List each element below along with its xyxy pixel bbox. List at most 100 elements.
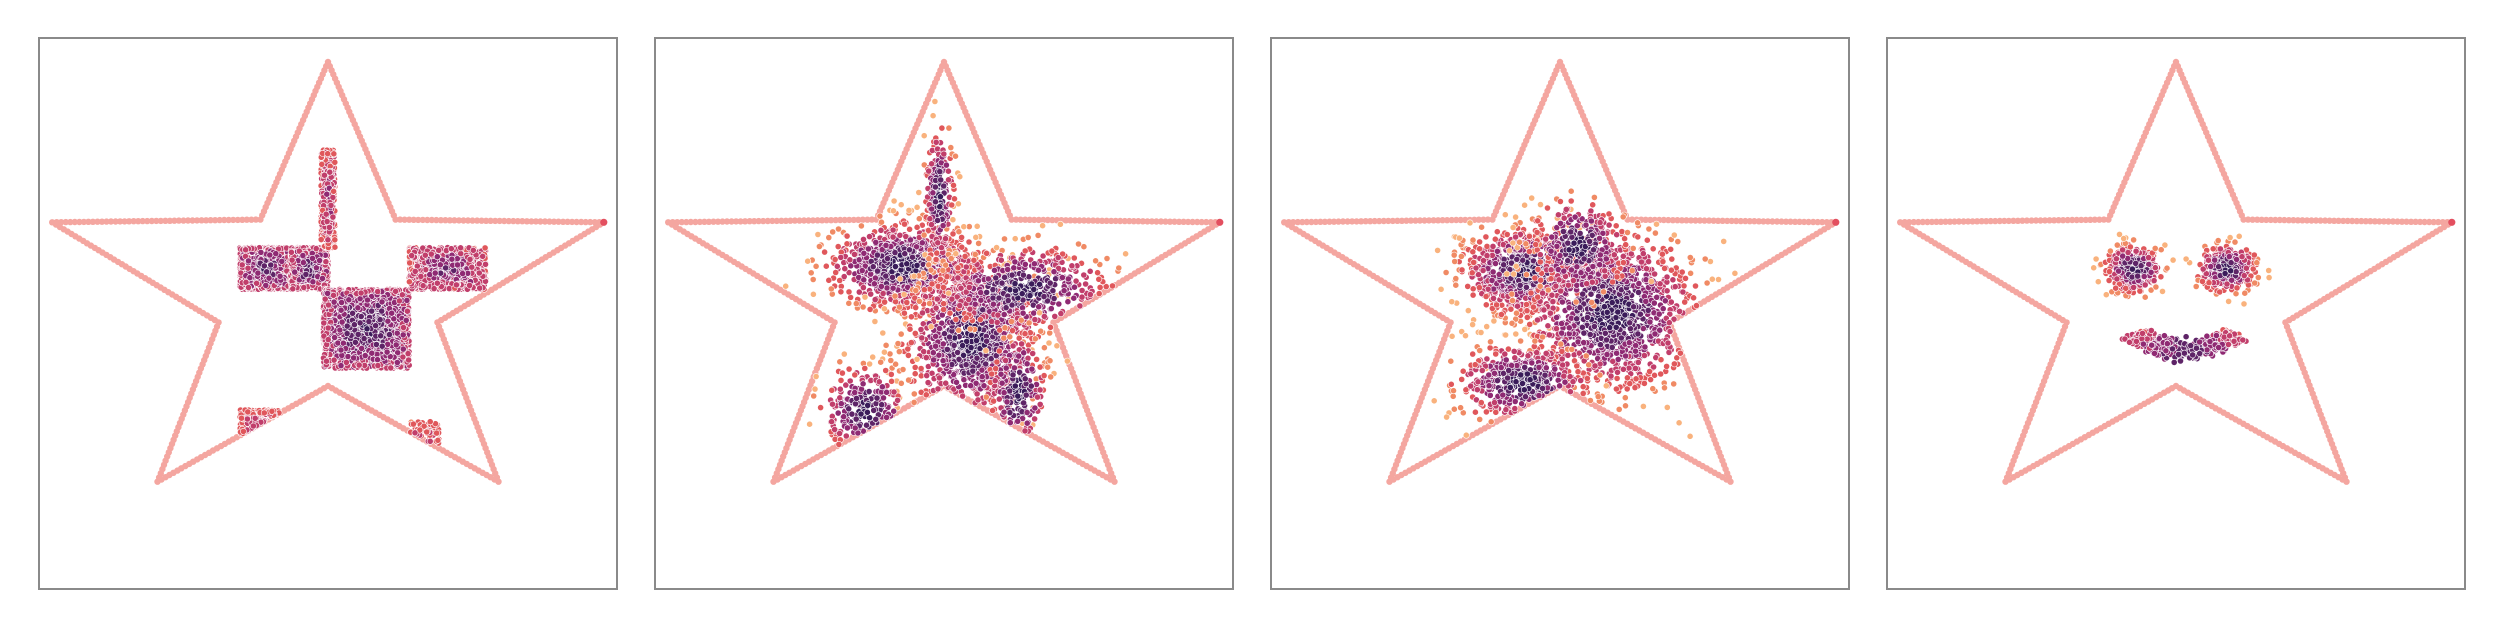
star-outline-point <box>230 216 237 224</box>
star-outline-point <box>541 218 549 225</box>
star-outline-point <box>550 218 558 225</box>
star-outline-point <box>582 218 589 226</box>
star-outline-point <box>94 218 101 225</box>
star-outline-point <box>496 217 503 225</box>
star-outline-point <box>85 218 92 225</box>
star-outline-point <box>505 217 512 225</box>
star-outline-point <box>419 216 426 224</box>
scatter-point <box>317 236 325 243</box>
scatter-point <box>387 364 395 372</box>
star-outline-point <box>157 217 164 225</box>
scatter-point <box>322 258 330 266</box>
star-outline-point <box>401 216 408 223</box>
star-outline-point <box>189 217 196 224</box>
scatter-point <box>302 270 310 278</box>
star-outline-point <box>487 217 494 224</box>
scatter-point <box>267 261 275 269</box>
star-outline-point <box>519 218 526 225</box>
scatter-point <box>330 187 337 195</box>
star-outline-point <box>153 217 160 225</box>
star-outline-point <box>80 218 88 226</box>
scatter-point <box>323 218 331 225</box>
star-outline-point <box>243 216 250 223</box>
scatter-point <box>245 257 252 265</box>
star-outline-point <box>116 218 124 225</box>
scatter-point <box>263 268 271 276</box>
star-outline-point <box>591 219 598 226</box>
star-outline-point <box>578 218 585 226</box>
scatter-point <box>327 201 335 209</box>
scatter-point <box>316 257 323 264</box>
star-outline-point <box>523 218 531 225</box>
star-outline-point <box>144 217 151 225</box>
star-outline-point <box>428 216 435 224</box>
star-outline-point <box>478 217 485 224</box>
star-outline-point <box>112 218 119 225</box>
scatter-point <box>260 262 268 270</box>
star-outline-point <box>492 217 499 225</box>
scatter-point <box>257 248 265 256</box>
star-outline-point <box>473 217 481 224</box>
star-outline-point <box>415 216 422 224</box>
star-outline-point <box>464 217 472 224</box>
scatter-point <box>309 278 317 286</box>
star-outline-point <box>49 219 56 226</box>
star-outline-point <box>103 218 110 225</box>
star-outline-point <box>162 217 169 224</box>
scatter-point <box>300 284 308 291</box>
star-outline-point <box>537 218 544 225</box>
scatter-point <box>299 252 307 259</box>
star-outline-point <box>125 218 133 225</box>
star-outline-point <box>139 217 146 225</box>
scatter-panel-1 <box>38 37 618 590</box>
star-outline-point <box>148 217 155 225</box>
scatter-point <box>325 223 333 231</box>
star-outline-point <box>469 217 476 224</box>
star-outline-point <box>442 217 449 224</box>
scatter-point <box>309 254 316 262</box>
scatter-point <box>242 246 249 254</box>
scatter-point <box>324 150 332 158</box>
scatter-point <box>326 168 334 176</box>
star-outline-point <box>424 216 431 224</box>
star-outline-point <box>532 218 540 225</box>
scatter-point <box>299 259 307 266</box>
star-outline-point <box>67 218 74 226</box>
star-outline-point <box>180 217 187 224</box>
star-outline-point <box>252 216 260 223</box>
star-outline-point <box>58 219 65 226</box>
star-outline-point <box>451 217 458 224</box>
star-outline-point <box>455 217 463 224</box>
star-outline-point <box>53 219 60 226</box>
star-outline-point <box>323 62 330 70</box>
scatter-point <box>312 245 320 252</box>
scatter-point <box>262 281 270 289</box>
star-outline-point <box>248 216 255 223</box>
star-outline-point <box>76 218 83 226</box>
star-outline-point <box>166 217 174 224</box>
star-outline-point <box>528 218 535 225</box>
star-outline-point <box>392 216 399 223</box>
star-outline-point <box>510 217 517 225</box>
scatter-point <box>287 248 295 256</box>
scatter-point <box>276 272 284 280</box>
scatter-point <box>288 256 296 264</box>
star-outline-point <box>216 216 223 224</box>
star-outline-point <box>568 218 576 226</box>
star-outline-point <box>514 218 521 225</box>
scatter-point <box>329 213 337 221</box>
star-outline-point <box>89 218 97 225</box>
star-outline-point <box>555 218 562 225</box>
star-outline-point <box>559 218 567 225</box>
star-outline-point <box>406 216 413 223</box>
scatter-point <box>319 274 326 282</box>
star-outline-point <box>207 217 214 224</box>
scatter-point <box>322 210 330 218</box>
star-outline-point <box>62 218 69 226</box>
scatter-point <box>331 158 339 166</box>
star-outline-point <box>71 218 78 226</box>
star-outline-point <box>433 216 440 224</box>
star-tip-point <box>600 218 608 226</box>
star-outline-point <box>501 217 508 225</box>
